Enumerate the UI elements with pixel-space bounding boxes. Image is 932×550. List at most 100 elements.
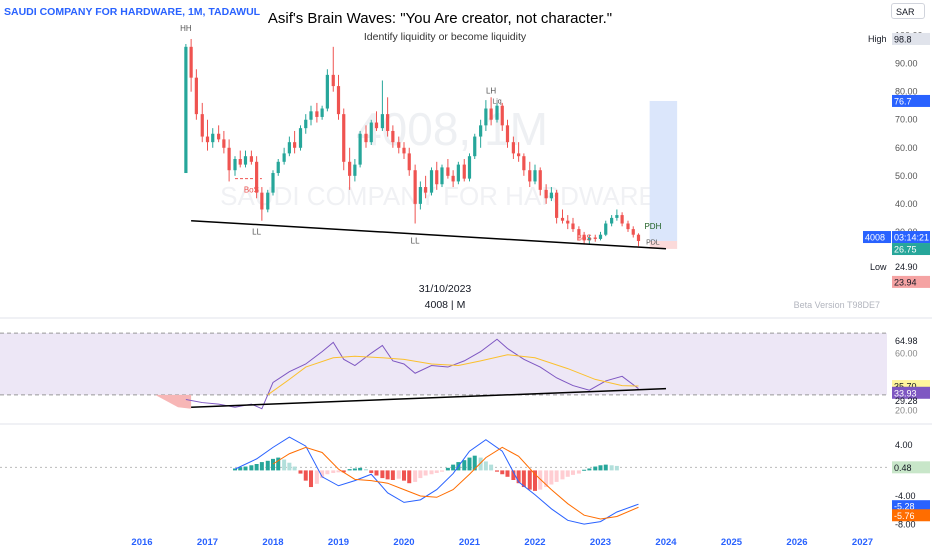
candle-body [598,234,603,239]
countdown-tag-bg [892,231,930,244]
candle-body [604,223,608,235]
macd-histogram-bar [385,470,390,480]
rsi-oversold-fill [155,394,192,409]
macd-histogram-bar [554,470,559,482]
macd-line [234,436,639,525]
candle-body [533,170,537,182]
candle-body [571,223,575,230]
candle-body [386,114,390,131]
macd-histogram-bar [582,469,587,471]
candle-body [380,114,384,129]
candle-body [544,189,548,199]
rsi-ma-line [267,354,639,396]
candle-body [413,170,417,204]
macd-histogram-bar [560,470,565,480]
macd-histogram-bar [538,470,543,490]
macd-histogram-bar [418,470,423,479]
candle-body [587,237,591,241]
candle-body [304,119,308,129]
candle-body [255,161,259,193]
macd-histogram-bar [292,466,297,471]
macd-histogram-bar [516,470,521,484]
candle-body [184,46,188,174]
candle-body [626,223,630,230]
candle-body [555,192,559,218]
position-target-zone [649,100,678,242]
macd-axis-tick: 4.00 [895,440,913,450]
currency-selector-button[interactable]: SAR [891,3,925,19]
macd-histogram-bar [369,470,374,473]
candle-body [511,142,515,154]
time-axis-tick: 2021 [459,537,481,548]
macd-histogram-bar [533,470,537,491]
rsi-axis-tick: 29.28 [895,396,918,406]
time-axis-tick: 2017 [197,537,218,548]
candle-body [358,133,362,165]
time-axis-tick: 2016 [131,537,152,548]
high-label-text: High [868,34,887,44]
candle-body [364,133,368,143]
watermark-name: SAUDI COMPANY FOR HARDWARE [220,181,656,211]
macd-histogram-bar [451,464,456,471]
macd-histogram-bar [587,468,592,471]
macd-histogram-bar [500,470,505,475]
macd-histogram-bar [374,470,379,476]
chart-title: SAUDI COMPANY FOR HARDWARE, 1M, TADAWUL [4,6,261,18]
time-axis-tick: 2024 [655,537,677,548]
macd-histogram-bar [396,470,401,479]
macd-histogram-bar [527,470,532,490]
candle-body [451,175,455,182]
candle-body [610,217,614,224]
time-axis-tick: 2020 [393,537,414,548]
candle-body [298,128,303,148]
candle-body [194,77,198,115]
macd-histogram-bar [259,462,264,471]
candle-body [631,229,635,235]
candle-body [440,167,444,185]
symbol-price-tag-bg [863,231,891,244]
candle-body [435,170,439,185]
candle-body [615,215,619,218]
macd-histogram-bar [544,470,549,488]
macd-histogram-bar [614,465,619,471]
macd-histogram-bar [407,470,412,484]
annotation-label: LH [486,86,496,95]
macd-value-tag-bg [892,500,930,513]
last-price-tag-bg [892,243,930,256]
candle-body [227,147,231,171]
high-price-tag-bg [892,32,930,45]
macd-hist-tag: 0.48 [894,463,912,473]
price-axis-tick: 50.00 [895,171,918,181]
candle-body [243,156,248,165]
time-axis-tick: 2019 [328,537,349,548]
macd-histogram-bar [593,466,598,471]
price-axis-tick: 70.00 [895,115,918,125]
candle-body [222,139,226,148]
macd-histogram-bar [439,470,444,472]
rsi-ma-tag: 35.70 [894,382,917,392]
candle-body [489,108,493,120]
annotation-label: PDL [646,240,660,247]
candle-body [276,161,280,174]
macd-histogram-bar [505,470,510,477]
macd-histogram-bar [352,468,357,471]
macd-histogram-bar [254,464,259,471]
candle-body [271,173,275,193]
candle-body [549,192,553,199]
candle-body [374,122,379,129]
candle-body [391,130,395,143]
candle-body [462,164,466,179]
macd-histogram-bar [478,457,483,471]
price-axis-tick: 60.00 [895,143,918,153]
macd-histogram-bar [445,467,450,471]
macd-histogram-bar [233,468,238,471]
last-price-tag: 26.75 [894,245,917,255]
candle-body [238,159,242,165]
candle-body [189,46,193,78]
position-stop-zone [649,241,678,249]
macd-histogram-bar [298,470,303,474]
stop-price-tag: 23.94 [894,277,917,287]
macd-axis-tick: -8.00 [895,520,916,530]
candle-body [505,125,510,143]
